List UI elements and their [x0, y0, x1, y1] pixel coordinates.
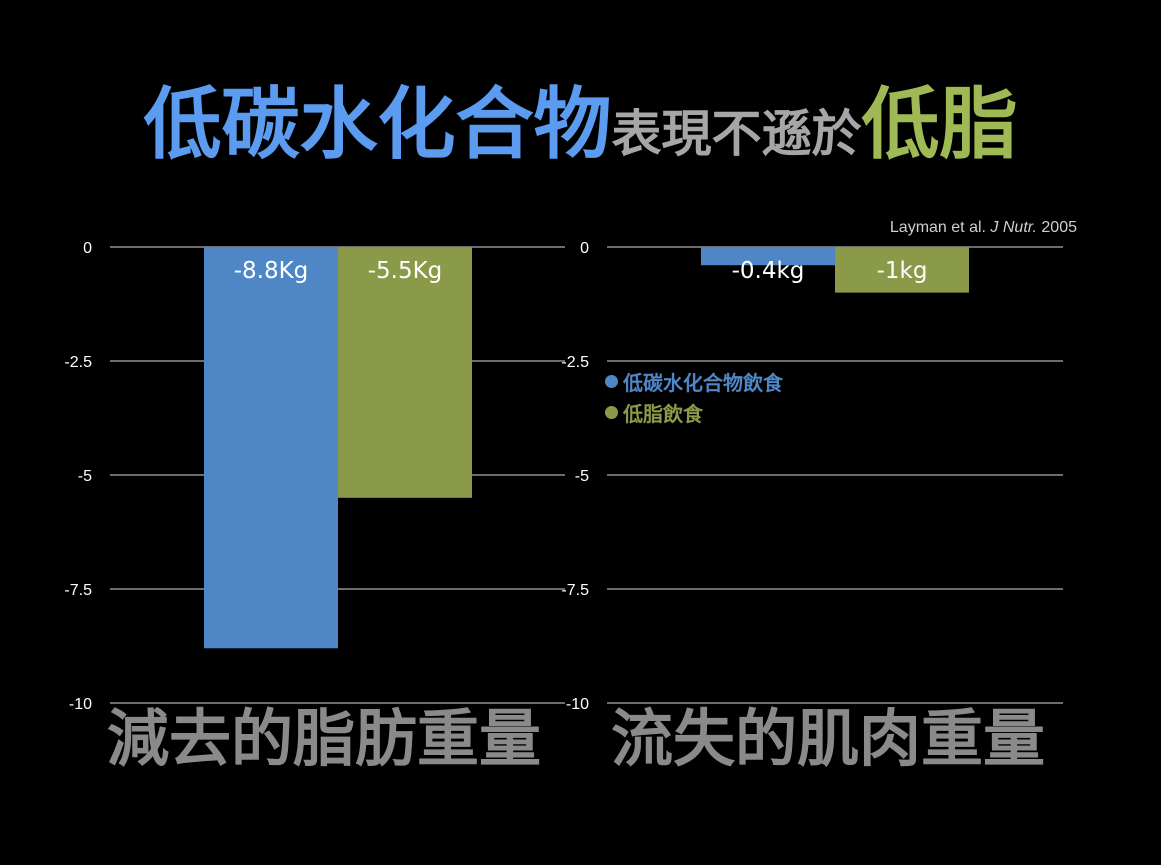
fat-bar-low-carb [204, 247, 338, 649]
fat-ytick-label: 0 [83, 240, 92, 257]
title-middle: 表現不遜於 [611, 105, 862, 163]
muscle-bar-low-carb [701, 247, 835, 266]
fat-data-label-low-carb: -8.8Kg [234, 258, 309, 284]
fat-data-label-low-fat: -5.5Kg [368, 258, 443, 284]
fat-ytick-label: -7.5 [64, 582, 92, 599]
legend-dot-low-fat [605, 406, 618, 419]
fat-ytick-label: -2.5 [64, 354, 92, 371]
legend-label-low-fat: 低脂飲食 [623, 402, 703, 426]
muscle-data-label-low-fat: -1kg [877, 258, 928, 284]
legend-label-low-carb: 低碳水化合物飲食 [623, 371, 783, 395]
citation-year: 2005 [1041, 219, 1077, 236]
citation-journal: J Nutr. [990, 219, 1037, 236]
muscle-ytick-label: -10 [566, 696, 589, 713]
muscle-ytick-label: -5 [575, 468, 589, 485]
fat-chart-caption: 減去的脂肪重量 [107, 702, 542, 775]
fat-bar-low-fat [338, 247, 472, 498]
legend-item-low-fat: 低脂飲食 [605, 397, 783, 428]
muscle-ytick-label: -7.5 [561, 582, 589, 599]
fat-ytick-label: -5 [78, 468, 92, 485]
title-low-carb: 低碳水化合物 [143, 80, 612, 170]
citation-authors: Layman et al. [889, 219, 986, 236]
legend-dot-low-carb [605, 375, 618, 388]
muscle-ytick-label: 0 [580, 240, 589, 257]
legend-item-low-carb: 低碳水化合物飲食 [605, 366, 783, 397]
fat-ytick-label: -10 [69, 696, 92, 713]
legend: 低碳水化合物飲食 低脂飲食 [605, 366, 783, 428]
muscle-data-label-low-carb: -0.4kg [732, 258, 805, 284]
citation: Layman et al. J Nutr. 2005 [890, 219, 1077, 237]
title-low-fat: 低脂 [861, 80, 1018, 170]
muscle-chart-caption: 流失的肌肉重量 [611, 702, 1046, 775]
muscle-bar-low-fat [835, 247, 969, 293]
slide-title: 低碳水化合物表現不遜於低脂 [0, 86, 1161, 164]
muscle-ytick-label: -2.5 [561, 354, 589, 371]
